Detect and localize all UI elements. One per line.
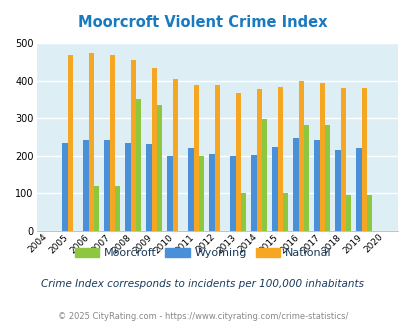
Bar: [151, 69, 156, 231]
Legend: Moorcroft, Wyoming, National: Moorcroft, Wyoming, National: [70, 243, 335, 262]
Bar: [188, 148, 193, 231]
Bar: [146, 144, 151, 231]
Bar: [230, 156, 235, 231]
Bar: [261, 119, 266, 231]
Bar: [135, 99, 141, 231]
Bar: [209, 154, 214, 231]
Bar: [235, 93, 240, 231]
Bar: [282, 193, 288, 231]
Bar: [298, 81, 303, 231]
Bar: [88, 53, 94, 231]
Bar: [156, 105, 162, 231]
Bar: [361, 88, 366, 231]
Bar: [293, 138, 298, 231]
Text: Moorcroft Violent Crime Index: Moorcroft Violent Crime Index: [78, 15, 327, 30]
Bar: [214, 85, 219, 231]
Bar: [62, 143, 67, 231]
Bar: [240, 193, 245, 231]
Bar: [130, 60, 135, 231]
Bar: [303, 125, 308, 231]
Bar: [83, 140, 88, 231]
Bar: [324, 125, 329, 231]
Bar: [256, 89, 261, 231]
Bar: [277, 87, 282, 231]
Bar: [366, 195, 371, 231]
Bar: [167, 156, 172, 231]
Bar: [198, 156, 204, 231]
Bar: [193, 85, 198, 231]
Bar: [94, 186, 99, 231]
Bar: [272, 147, 277, 231]
Bar: [356, 148, 361, 231]
Bar: [313, 140, 319, 231]
Bar: [115, 186, 120, 231]
Bar: [104, 140, 109, 231]
Bar: [335, 150, 340, 231]
Bar: [251, 155, 256, 231]
Bar: [109, 55, 115, 231]
Bar: [345, 195, 350, 231]
Text: Crime Index corresponds to incidents per 100,000 inhabitants: Crime Index corresponds to incidents per…: [41, 279, 364, 289]
Bar: [319, 83, 324, 231]
Bar: [340, 88, 345, 231]
Bar: [125, 143, 130, 231]
Text: © 2025 CityRating.com - https://www.cityrating.com/crime-statistics/: © 2025 CityRating.com - https://www.city…: [58, 312, 347, 321]
Bar: [172, 79, 177, 231]
Bar: [67, 54, 72, 231]
